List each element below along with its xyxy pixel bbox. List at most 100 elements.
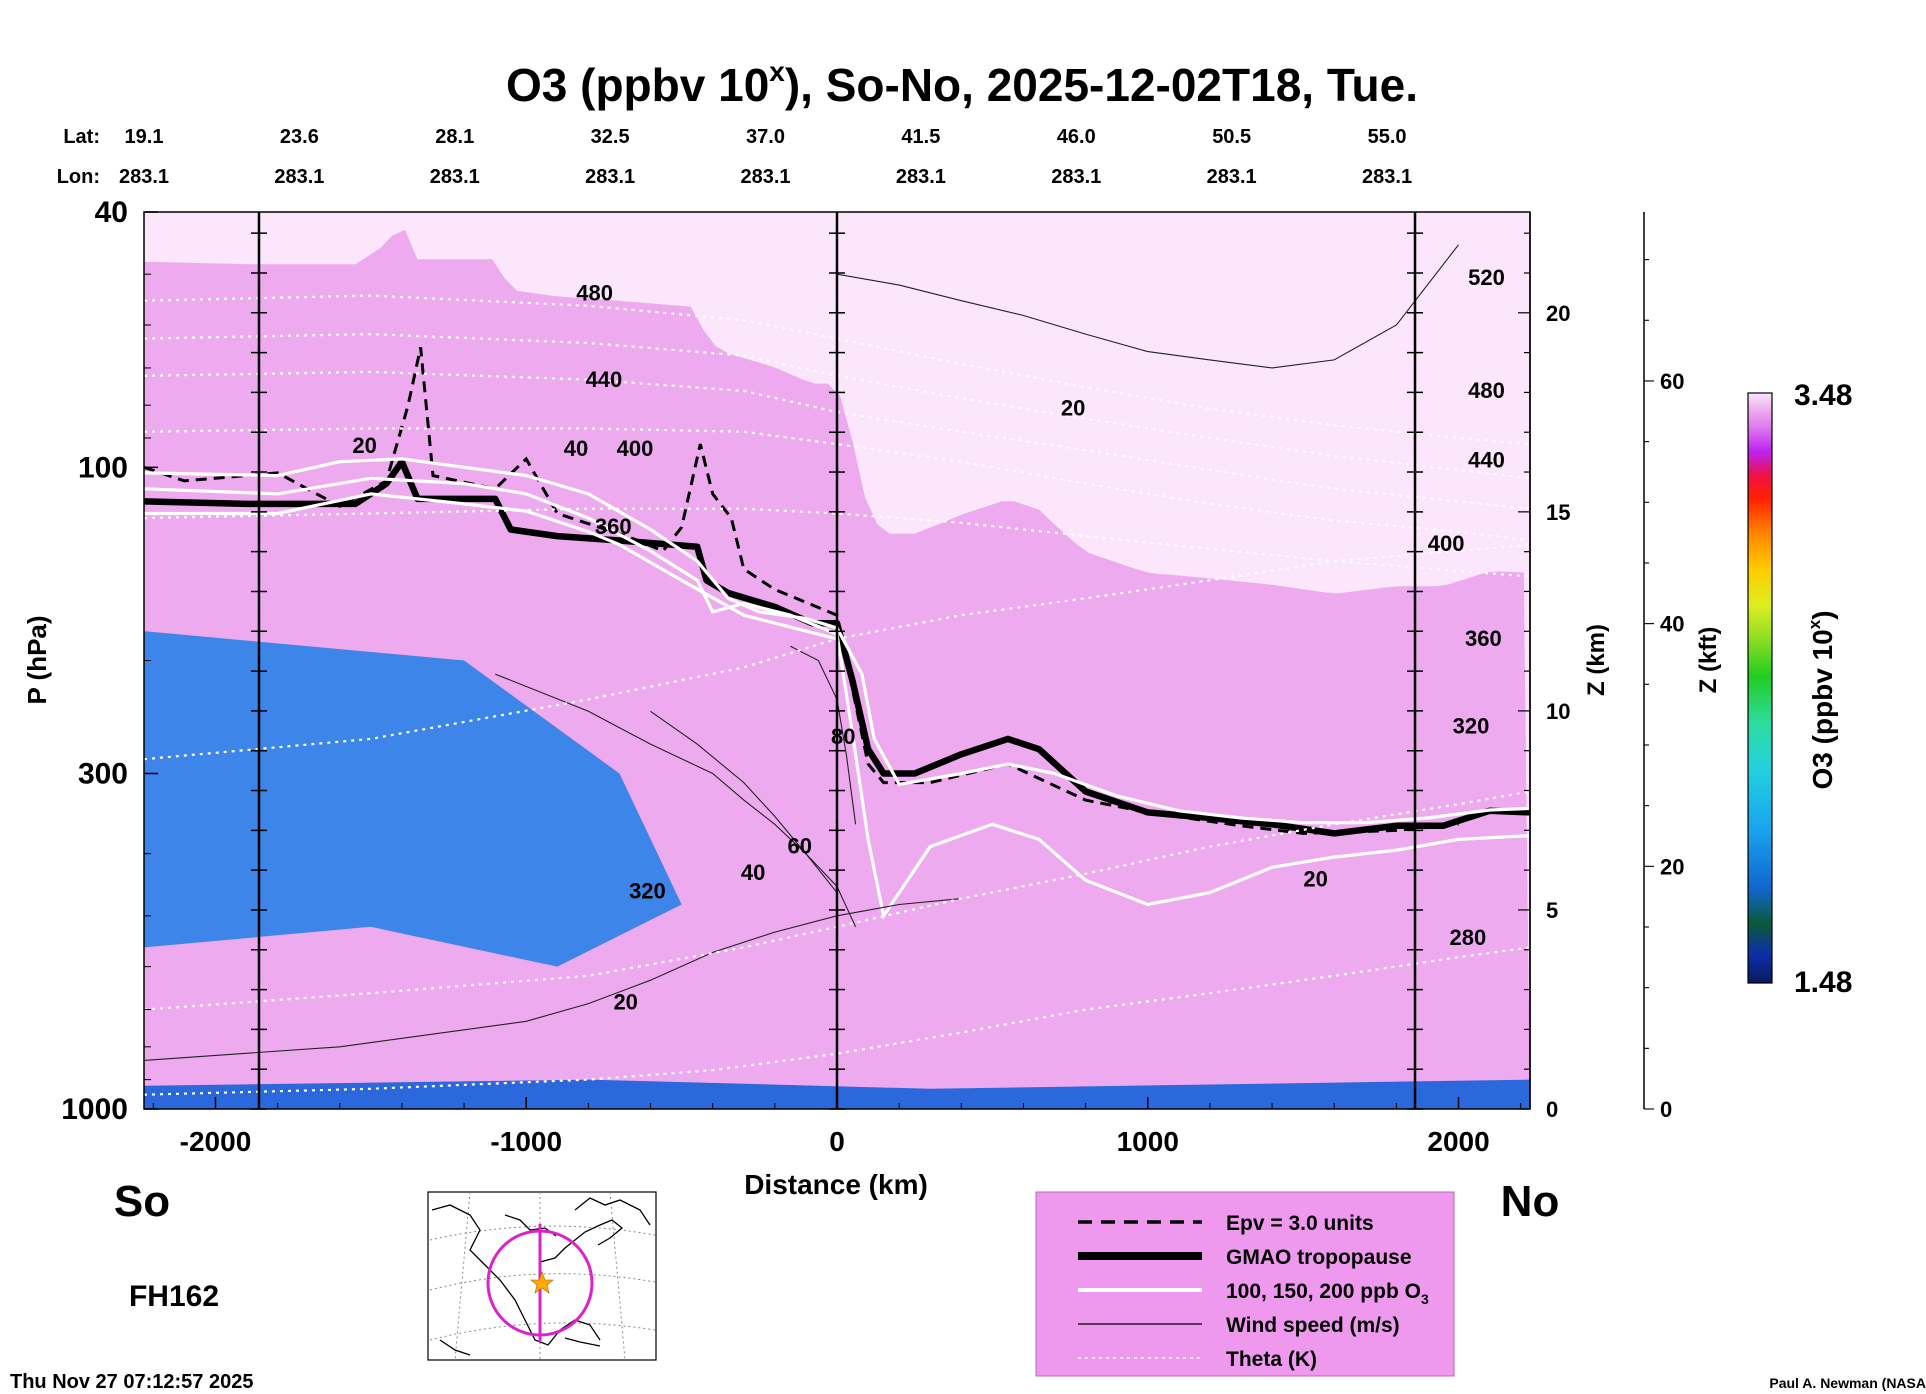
z-kft-tick-label: 40 xyxy=(1660,612,1684,637)
z-km-tick-label: 15 xyxy=(1546,500,1570,525)
contour-label: 20 xyxy=(352,433,376,458)
contour-lines xyxy=(144,244,1530,1096)
contour-label: 440 xyxy=(1468,447,1505,472)
contour-label: 80 xyxy=(831,724,855,749)
z-km-tick-label: 10 xyxy=(1546,699,1570,724)
theta-contour xyxy=(144,370,1530,510)
lon-value: 283.1 xyxy=(585,166,635,188)
lon-value: 283.1 xyxy=(1051,166,1101,188)
x-tick-label: -2000 xyxy=(180,1126,252,1157)
lat-value: 23.6 xyxy=(280,126,319,148)
wind-speed-contour xyxy=(494,673,838,893)
z-kft-tick-label: 20 xyxy=(1660,854,1684,879)
lat-value: 41.5 xyxy=(901,126,940,148)
forecast-hour: FH162 xyxy=(129,1280,219,1313)
map-center-star-icon xyxy=(530,1271,554,1294)
p-tick-label: 1000 xyxy=(61,1093,128,1126)
contour-label: 40 xyxy=(564,436,588,461)
theta-contour xyxy=(144,294,1530,446)
lon-value: 283.1 xyxy=(740,166,790,188)
contour-label: 480 xyxy=(576,281,613,306)
x-axis-label: Distance (km) xyxy=(744,1169,928,1200)
theta-contour xyxy=(144,332,1530,480)
ozone-ppb-contour xyxy=(144,492,838,641)
z-kft-tick-label: 0 xyxy=(1660,1097,1672,1122)
contour-label: 320 xyxy=(629,879,666,904)
contour-label: 40 xyxy=(741,860,765,885)
epv-contour xyxy=(144,346,1459,835)
contour-label: 320 xyxy=(1453,714,1490,739)
lat-value: 19.1 xyxy=(125,126,164,148)
contour-label: 520 xyxy=(1468,265,1505,290)
credit: Paul A. Newman (NASA xyxy=(1769,1375,1926,1391)
contour-label: 60 xyxy=(787,834,811,859)
lon-value: 283.1 xyxy=(896,166,946,188)
timestamp: Thu Nov 27 07:12:57 2025 xyxy=(10,1371,253,1393)
legend: Epv = 3.0 units GMAO tropopause 100, 150, … xyxy=(1035,1191,1455,1377)
colorbar-max-label: 3.48 xyxy=(1794,379,1852,412)
colorbar: 3.48 1.48 O3 (ppbv 10x) xyxy=(1747,379,1852,999)
legend-label: Wind speed (m/s) xyxy=(1226,1314,1400,1337)
z-km-tick-label: 0 xyxy=(1546,1097,1558,1122)
wind-speed-contour xyxy=(836,244,1459,369)
theta-contour xyxy=(144,543,1530,761)
contour-label: 400 xyxy=(617,436,654,461)
z-kft-tick-label: 60 xyxy=(1660,369,1684,394)
x-tick-label: 2000 xyxy=(1427,1126,1489,1157)
axes: -2000 -1000 0 1000 2000 40 100 300 1000 0 5 10 15 20 0… xyxy=(61,196,1684,1157)
legend-label: 100, 150, 200 ppb O3 xyxy=(1226,1280,1429,1307)
colorbar-title: O3 (ppbv 10x) xyxy=(1805,610,1838,789)
lon-value: 283.1 xyxy=(119,166,169,188)
lat-label: Lat: xyxy=(63,126,100,148)
z-kft-label: Z (kft) xyxy=(1695,627,1722,694)
x-tick-label: 0 xyxy=(829,1126,845,1157)
lon-value: 283.1 xyxy=(430,166,480,188)
y-axis-label: P (hPa) xyxy=(22,615,52,704)
lon-value: 283.1 xyxy=(1207,166,1257,188)
z-km-tick-label: 20 xyxy=(1546,301,1570,326)
lon-label: Lon: xyxy=(57,166,100,188)
contour-labels: 20 40 400440480320360208060403202020280320… xyxy=(352,265,1505,1015)
contour-label: 280 xyxy=(1449,925,1486,950)
lat-value: 37.0 xyxy=(746,126,785,148)
lat-value: 28.1 xyxy=(435,126,474,148)
colorbar-min-label: 1.48 xyxy=(1794,966,1852,999)
p-tick-label: 40 xyxy=(95,196,128,229)
contour-label: 20 xyxy=(1303,866,1327,891)
z-km-tick-label: 5 xyxy=(1546,898,1558,923)
x-tick-label: -1000 xyxy=(490,1126,562,1157)
p-tick-label: 100 xyxy=(78,451,128,484)
lat-value: 50.5 xyxy=(1212,126,1251,148)
lon-value: 283.1 xyxy=(1362,166,1412,188)
ozone-low-patch-0 xyxy=(144,631,682,967)
legend-label: Epv = 3.0 units xyxy=(1226,1212,1374,1235)
north-label: No xyxy=(1501,1177,1560,1226)
lat-value: 55.0 xyxy=(1368,126,1407,148)
colorbar-gradient xyxy=(1747,392,1773,984)
contour-label: 360 xyxy=(595,514,632,539)
x-tick-label: 1000 xyxy=(1117,1126,1179,1157)
contour-label: 20 xyxy=(613,990,637,1015)
chart-title: O3 (ppbv 10x), So-No, 2025-12-02T18, Tue… xyxy=(506,56,1418,111)
wind-speed-contour xyxy=(144,898,962,1061)
lat-value: 46.0 xyxy=(1057,126,1096,148)
p-tick-label: 300 xyxy=(78,757,128,790)
ozone-ppb-contour xyxy=(144,457,1530,825)
south-label: So xyxy=(114,1177,170,1226)
lat-value: 32.5 xyxy=(591,126,630,148)
contour-label: 400 xyxy=(1428,531,1465,556)
theta-contour xyxy=(144,790,1530,1011)
lon-value: 283.1 xyxy=(274,166,324,188)
map-coastline xyxy=(431,1197,651,1356)
ozone-ppb-contour xyxy=(144,476,1530,920)
contour-label: 20 xyxy=(1061,395,1085,420)
lat-lon-header: Lat: Lon: 19.1 23.6 28.1 32.5 37.0 41.5 46.0 50… xyxy=(57,126,1412,188)
inset-map xyxy=(427,1191,657,1361)
legend-label: Theta (K) xyxy=(1226,1348,1317,1371)
theta-contour xyxy=(144,507,1530,578)
plot-area: 20 40 400440480320360208060403202020280320… xyxy=(144,212,1530,1109)
contour-label: 480 xyxy=(1468,378,1505,403)
contour-label: 440 xyxy=(586,367,623,392)
legend-label: GMAO tropopause xyxy=(1226,1246,1412,1269)
